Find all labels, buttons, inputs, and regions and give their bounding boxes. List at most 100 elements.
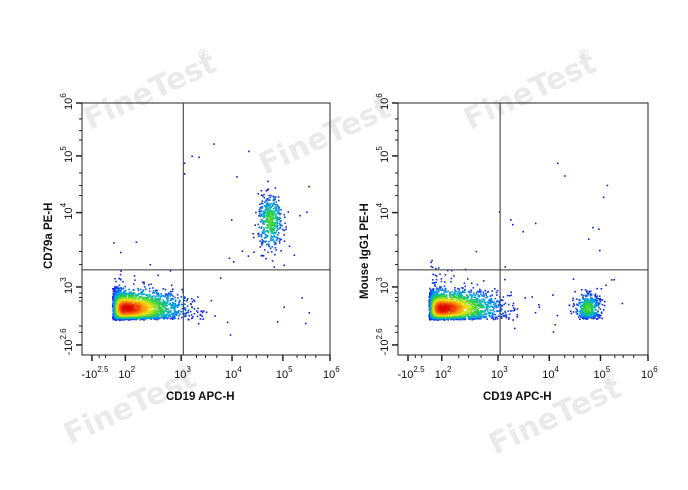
event-dot (262, 229, 265, 231)
event-dot (187, 311, 190, 313)
event-dot (430, 294, 433, 296)
event-dot (473, 307, 475, 309)
event-dot (159, 301, 162, 303)
event-dot (183, 308, 185, 310)
event-dot (270, 238, 272, 241)
event-dot (476, 312, 478, 314)
event-dot (272, 195, 274, 198)
event-dot (169, 270, 172, 272)
event-dot (462, 291, 465, 294)
event-dot (134, 279, 136, 281)
event-dot (466, 301, 469, 304)
event-dot (131, 308, 133, 310)
event-dot (280, 212, 282, 215)
event-dot (130, 311, 132, 313)
event-dot (281, 228, 284, 231)
event-dot (199, 318, 202, 320)
event-dot (120, 309, 122, 311)
event-dot (163, 316, 166, 318)
event-dot (266, 204, 269, 207)
event-dot (275, 242, 277, 244)
event-dot (496, 306, 498, 309)
event-dot (437, 267, 440, 269)
event-dot (283, 240, 286, 242)
event-dot (268, 240, 270, 243)
event-dot (131, 311, 134, 314)
event-dot (274, 221, 276, 224)
event-dot (165, 294, 167, 297)
event-dot (308, 185, 310, 188)
event-dot (138, 311, 140, 314)
event-dot (276, 216, 279, 218)
event-dot (162, 306, 164, 308)
event-dot (483, 306, 485, 308)
event-dot (151, 292, 154, 294)
event-dot (261, 222, 264, 224)
event-dot (263, 214, 265, 217)
event-dot (232, 261, 235, 263)
event-dot (262, 220, 264, 222)
event-dot (134, 307, 136, 310)
event-dot (293, 254, 296, 256)
event-dot (145, 302, 148, 304)
event-dot (283, 234, 285, 236)
event-dot (267, 180, 269, 183)
event-dot (488, 315, 491, 317)
event-dot (278, 238, 281, 240)
event-dot (479, 304, 481, 306)
event-dot (266, 236, 268, 238)
event-dot (172, 316, 174, 318)
event-dot (153, 312, 155, 315)
event-dot (283, 213, 286, 216)
event-dot (484, 303, 487, 306)
event-dot (132, 299, 135, 301)
event-dot (162, 311, 164, 314)
event-dot (171, 301, 174, 304)
event-dot (183, 296, 186, 298)
event-dot (269, 215, 272, 218)
event-dot (154, 316, 156, 319)
event-dot (199, 313, 201, 316)
event-dot (154, 309, 157, 312)
event-dot (138, 312, 141, 315)
event-dot (484, 289, 486, 292)
event-dot (261, 206, 264, 208)
event-dot (485, 303, 488, 306)
event-dot (491, 316, 494, 318)
event-dot (155, 292, 158, 294)
event-dot (153, 309, 155, 311)
event-dot (259, 220, 262, 223)
event-dot (267, 215, 269, 218)
event-dot (172, 295, 174, 297)
event-dot (165, 309, 167, 311)
event-dot (127, 318, 129, 321)
event-dot (130, 302, 133, 304)
event-dot (437, 296, 440, 298)
event-dot (142, 289, 145, 291)
event-dot (148, 301, 151, 303)
event-dot (454, 295, 456, 298)
event-dot (258, 213, 261, 215)
event-dot (274, 198, 276, 200)
event-dot (169, 295, 171, 297)
event-dot (123, 293, 126, 296)
event-dot (485, 308, 487, 310)
event-dot (461, 297, 463, 299)
event-dot (264, 210, 266, 212)
event-dot (265, 209, 267, 211)
event-dot (164, 304, 167, 306)
event-dot (444, 274, 447, 276)
event-dot (489, 309, 491, 311)
event-dot (263, 216, 266, 218)
event-dot (446, 297, 448, 299)
event-dot (138, 309, 140, 311)
event-dot (147, 303, 150, 305)
event-dot (269, 199, 271, 201)
event-dot (141, 309, 143, 311)
event-dot (139, 302, 142, 305)
event-dot (447, 317, 449, 319)
event-dot (500, 313, 503, 316)
event-dot (150, 283, 152, 285)
event-dot (506, 294, 509, 297)
event-dot (487, 305, 489, 308)
